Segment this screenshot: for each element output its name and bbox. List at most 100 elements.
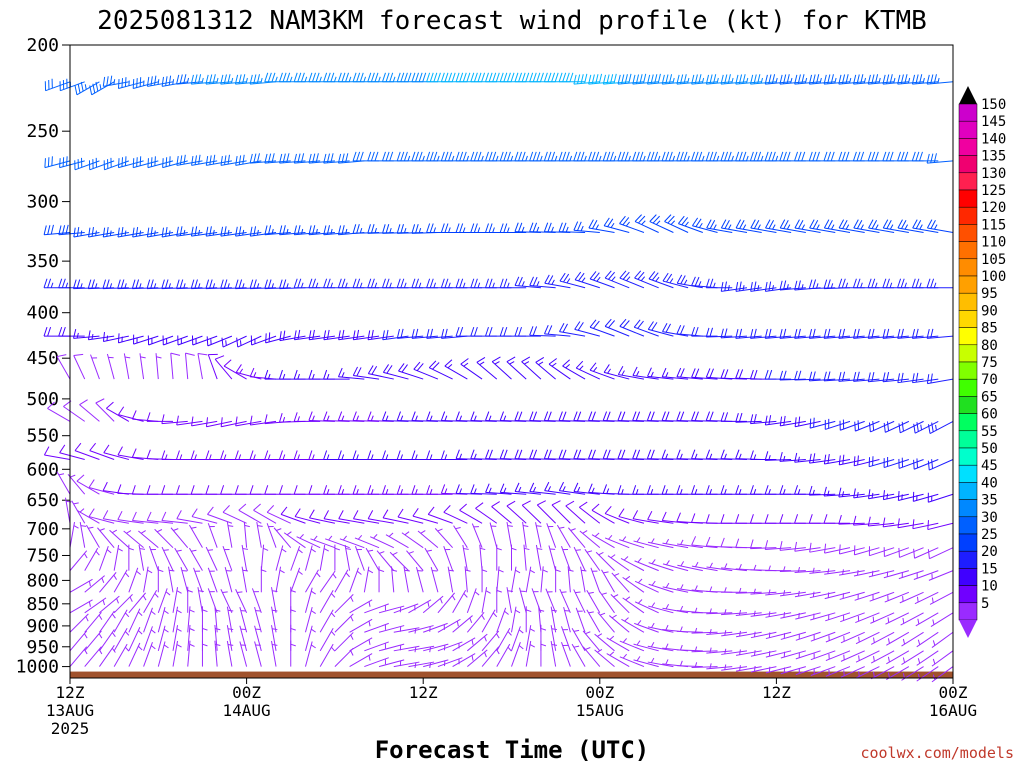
wind-barb [293,485,321,495]
wind-barb [197,587,204,613]
wind-barb [131,485,159,495]
wind-barb [882,490,909,501]
wind-barb [234,74,262,85]
wind-barb [550,625,558,651]
wind-barb [226,521,234,548]
wind-barb [869,591,895,602]
wind-barb [175,485,203,495]
wind-barb [271,640,278,667]
wind-barb [243,521,250,548]
wind-barb [868,546,895,557]
wind-barb [661,511,689,524]
wind-barb [146,412,174,422]
wind-barb [87,330,115,341]
wind-barb [735,649,762,656]
colorbar-tick-label: 85 [981,321,998,337]
wind-barb [883,456,910,469]
wind-barb [76,474,100,495]
colorbar-tick-label: 90 [981,303,998,319]
wind-barb [168,566,175,593]
wind-barb [264,369,291,380]
wind-barb [334,544,341,571]
wind-barb [824,418,851,430]
wind-barb [132,156,159,169]
wind-barb [481,566,488,593]
wind-barb [823,371,851,382]
wind-barb [765,611,792,618]
wind-barb [69,550,88,571]
wind-barb [764,540,792,550]
wind-barb [354,534,380,549]
wind-barb [406,550,424,571]
wind-barb [496,607,509,633]
wind-barb [59,444,85,461]
wind-barb [511,544,517,571]
wind-barb [543,411,571,422]
wind-barb [931,650,954,667]
wind-barbs [43,72,954,683]
wind-barb [131,448,159,461]
wind-barb [779,280,806,291]
wind-barb [574,321,600,337]
wind-barb [617,485,644,495]
wind-barb [540,566,548,593]
wind-barb [705,74,733,85]
wind-barb [901,631,924,647]
wind-barb [73,226,100,238]
wind-barb [514,449,541,461]
wind-barb [147,156,174,169]
wind-barb [491,501,512,524]
wind-barb [661,449,689,461]
wind-barb [293,412,321,422]
wind-barb [855,631,880,645]
wind-barb [870,666,895,680]
wind-barb [207,567,218,593]
wind-barb [157,566,164,593]
colorbar-tick-label: 20 [981,544,998,560]
wind-barb [319,609,336,633]
wind-barb [191,335,218,346]
wind-barb [369,534,394,549]
wind-barb [691,411,718,422]
wind-barb [692,217,718,233]
wind-barb [676,274,703,289]
wind-barb [824,591,851,600]
colorbar-tick-label: 75 [981,355,998,371]
wind-barb [852,515,880,526]
wind-barb [720,328,748,339]
wind-barb [290,567,303,593]
wind-barb [664,214,689,233]
wind-barb [883,570,909,579]
wind-barb [853,488,880,499]
wind-barb [426,485,453,495]
wind-barb [691,607,718,614]
wind-barb [548,358,571,380]
wind-barb [157,588,171,613]
wind-barb [353,510,380,524]
wind-barb [190,74,218,85]
wind-barb [364,603,389,614]
wind-barb [927,547,954,560]
wind-barb [579,501,601,524]
wind-barb [382,485,409,495]
wind-barb [304,587,316,613]
wind-barb [632,510,659,524]
wind-barb [780,590,806,597]
wind-barb [190,450,218,461]
wind-barb [84,630,103,652]
wind-barb [705,449,733,461]
wind-barb [594,649,615,667]
wind-barb [721,648,748,655]
wind-barb [550,606,558,633]
wind-barb [914,591,939,605]
wind-barb [279,153,306,164]
wind-barb [808,485,836,496]
wind-barb [926,278,953,289]
wind-barb [393,627,420,634]
wind-barb [117,333,144,344]
wind-barb [308,153,335,164]
wind-barb [443,546,454,571]
wind-barb [279,330,306,342]
wind-barb [444,359,468,380]
wind-barb [304,641,316,667]
